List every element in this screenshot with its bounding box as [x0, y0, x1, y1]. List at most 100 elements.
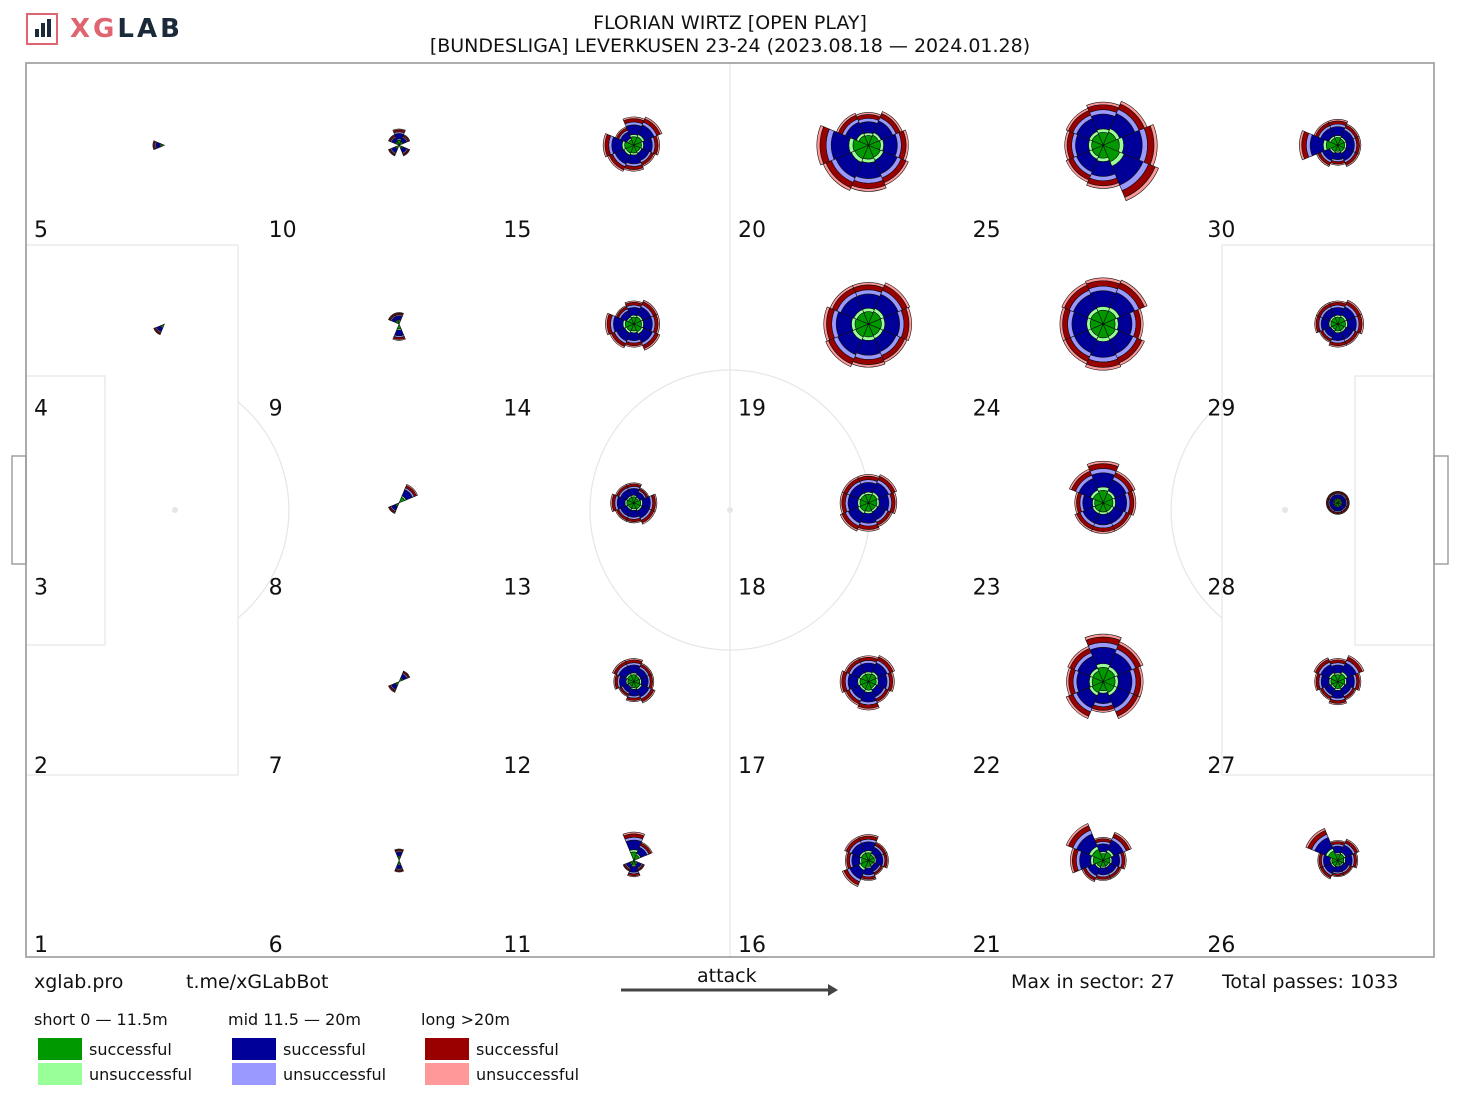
rose-wedge [160, 143, 166, 147]
rose-wedge [879, 474, 898, 493]
rose-wedge [1313, 121, 1329, 137]
sector-label: 27 [1207, 754, 1235, 779]
rose-wedge [644, 116, 663, 135]
sector-label: 28 [1207, 575, 1235, 600]
rose-wedge [878, 655, 895, 672]
sector-label: 11 [503, 933, 531, 958]
sector-label: 21 [973, 933, 1001, 958]
rose-wedge [1122, 851, 1127, 870]
rose-wedge [1117, 695, 1141, 719]
logo-icon [26, 13, 58, 45]
rose-wedge [1305, 828, 1326, 849]
sector-rose [1313, 655, 1365, 705]
sector-rose [1065, 823, 1132, 883]
rose-wedge [1328, 343, 1348, 348]
sector-rose [839, 474, 898, 532]
rose-wedge [844, 657, 860, 673]
rose-wedge [1118, 641, 1144, 667]
rose-wedge [839, 670, 845, 693]
rose-wedge [1326, 491, 1335, 500]
site-link[interactable]: xglab.pro [34, 971, 124, 993]
legend-long: long >20m successful unsuccessful [421, 1010, 611, 1085]
sector-label: 6 [269, 933, 283, 958]
rose-wedge [1115, 470, 1136, 491]
rose-wedge [892, 491, 898, 515]
legend-short-fail: unsuccessful [38, 1063, 192, 1085]
rose-wedge [829, 285, 854, 310]
sector-rose [605, 299, 661, 351]
legend-swatch [38, 1063, 82, 1085]
rose-wedge [1068, 468, 1091, 491]
sector-label: 23 [973, 575, 1001, 600]
sector-rose [153, 323, 166, 336]
sector-label: 10 [269, 218, 297, 243]
right-penalty-spot [1282, 507, 1288, 513]
rose-wedge [402, 670, 411, 678]
legend-mid: mid 11.5 — 20m successful unsuccessful [228, 1010, 418, 1085]
sector-label: 13 [503, 575, 531, 600]
rose-wedge [885, 852, 889, 869]
rose-wedge [905, 307, 912, 341]
rose-wedge [395, 851, 403, 857]
sector-rose [388, 483, 418, 514]
legend-short: short 0 — 11.5m successful unsuccessful [34, 1010, 224, 1085]
sector-label: 1 [34, 933, 48, 958]
rose-wedge [1313, 657, 1329, 673]
sector-rose [816, 111, 909, 192]
rose-wedge [655, 134, 660, 156]
title-line-1: FLORIAN WIRTZ [OPEN PLAY] [593, 12, 867, 34]
sector-rose [1059, 277, 1148, 371]
sector-label: 7 [269, 754, 283, 779]
rose-wedge [605, 312, 610, 336]
right-six-yard-box [1354, 375, 1435, 646]
rose-wedge [610, 493, 615, 513]
rose-wedge [1328, 701, 1348, 705]
brand-logo: XGLAB [26, 12, 183, 46]
rose-wedge [841, 870, 859, 887]
bot-link[interactable]: t.me/xGLabBot [186, 971, 329, 993]
rose-wedge [627, 874, 641, 878]
sector-label: 18 [738, 575, 766, 600]
left-penalty-box [25, 244, 239, 776]
rose-wedge [1067, 645, 1090, 669]
rose-wedge [643, 333, 661, 351]
legend-short-head: short 0 — 11.5m [34, 1010, 168, 1029]
rose-wedge [402, 134, 411, 142]
sector-label: 24 [973, 397, 1001, 422]
rose-wedge [1085, 363, 1122, 371]
pass-roses [152, 100, 1365, 887]
rose-wedge [641, 510, 656, 525]
rose-wedge [405, 483, 418, 497]
rose-wedge [625, 482, 642, 486]
rose-wedge [857, 705, 880, 711]
rose-wedge [1131, 489, 1137, 516]
rose-wedge [1086, 182, 1121, 189]
sector-label: 5 [34, 218, 48, 243]
sector-labels: 1234567891011121314151617181920212223242… [34, 218, 1235, 958]
rose-wedge [392, 128, 406, 132]
sector-label: 2 [34, 754, 48, 779]
legend-swatch [232, 1063, 276, 1085]
rose-wedge [1316, 302, 1330, 317]
rose-wedge [1061, 282, 1088, 309]
rose-wedge [641, 689, 656, 704]
rose-wedge [614, 305, 627, 318]
rose-wedge [1345, 153, 1360, 167]
right-penalty-arc [1170, 401, 1223, 619]
rose-wedge [388, 312, 396, 321]
sector-rose [610, 482, 658, 525]
sector-label: 26 [1207, 933, 1235, 958]
sector-label: 30 [1207, 218, 1235, 243]
left-goal [11, 455, 27, 565]
rose-wedge [402, 149, 411, 157]
rose-wedge [890, 671, 895, 692]
rose-wedge [1347, 655, 1365, 672]
legend-swatch [425, 1063, 469, 1085]
sector-label: 3 [34, 575, 48, 600]
rose-wedge [823, 306, 831, 342]
rose-wedge [858, 834, 879, 839]
attack-label: attack [697, 965, 757, 987]
right-goal [1433, 455, 1449, 565]
sector-rose [1314, 299, 1364, 348]
